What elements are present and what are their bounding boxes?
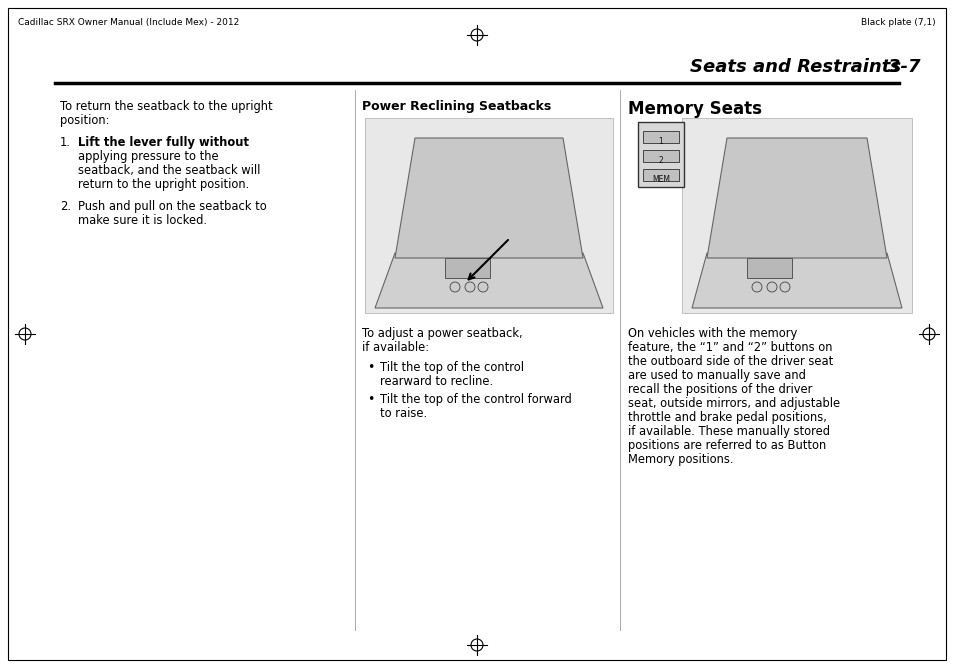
Bar [638, 122, 683, 187]
Text: 1.: 1. [60, 136, 71, 149]
Text: 2: 2 [658, 156, 662, 165]
Bar [444, 258, 490, 278]
Text: positions are referred to as Button: positions are referred to as Button [627, 439, 825, 452]
Text: rearward to recline.: rearward to recline. [379, 375, 493, 388]
Text: •: • [367, 361, 374, 374]
Text: seat, outside mirrors, and adjustable: seat, outside mirrors, and adjustable [627, 397, 840, 410]
Text: To adjust a power seatback,: To adjust a power seatback, [361, 327, 522, 340]
Text: Memory Seats: Memory Seats [627, 100, 761, 118]
Text: Seats and Restraints: Seats and Restraints [689, 58, 901, 76]
Text: applying pressure to the: applying pressure to the [78, 150, 218, 163]
Text: if available:: if available: [361, 341, 429, 354]
Text: recall the positions of the driver: recall the positions of the driver [627, 383, 812, 396]
Bar [365, 118, 613, 313]
Text: Tilt the top of the control forward: Tilt the top of the control forward [379, 393, 571, 406]
Text: MEM: MEM [651, 175, 669, 184]
Polygon shape [706, 138, 886, 258]
Bar [681, 118, 911, 313]
Circle shape [766, 282, 776, 292]
Text: throttle and brake pedal positions,: throttle and brake pedal positions, [627, 411, 826, 424]
Text: make sure it is locked.: make sure it is locked. [78, 214, 207, 227]
Text: Memory positions.: Memory positions. [627, 453, 733, 466]
Polygon shape [691, 253, 901, 308]
Circle shape [477, 282, 488, 292]
Text: are used to manually save and: are used to manually save and [627, 369, 805, 382]
Bar [642, 150, 679, 162]
Circle shape [450, 282, 459, 292]
Text: 1: 1 [658, 137, 662, 146]
Text: the outboard side of the driver seat: the outboard side of the driver seat [627, 355, 832, 368]
Text: to raise.: to raise. [379, 407, 427, 420]
Text: On vehicles with the memory: On vehicles with the memory [627, 327, 797, 340]
Text: •: • [367, 393, 374, 406]
Text: 2.: 2. [60, 200, 71, 213]
Text: 3-7: 3-7 [887, 58, 920, 76]
Text: return to the upright position.: return to the upright position. [78, 178, 249, 191]
Text: Lift the lever fully without: Lift the lever fully without [78, 136, 249, 149]
Bar [642, 169, 679, 181]
Polygon shape [395, 138, 582, 258]
Text: Tilt the top of the control: Tilt the top of the control [379, 361, 523, 374]
Circle shape [464, 282, 475, 292]
Text: Cadillac SRX Owner Manual (Include Mex) - 2012: Cadillac SRX Owner Manual (Include Mex) … [18, 18, 239, 27]
Polygon shape [375, 253, 602, 308]
Text: seatback, and the seatback will: seatback, and the seatback will [78, 164, 260, 177]
Bar [642, 131, 679, 143]
Text: Black plate (7,1): Black plate (7,1) [861, 18, 935, 27]
Bar [746, 258, 791, 278]
Text: Push and pull on the seatback to: Push and pull on the seatback to [78, 200, 267, 213]
Text: Power Reclining Seatbacks: Power Reclining Seatbacks [361, 100, 551, 113]
Text: if available. These manually stored: if available. These manually stored [627, 425, 829, 438]
Text: feature, the “1” and “2” buttons on: feature, the “1” and “2” buttons on [627, 341, 832, 354]
Text: To return the seatback to the upright: To return the seatback to the upright [60, 100, 273, 113]
Text: position:: position: [60, 114, 110, 127]
Circle shape [751, 282, 761, 292]
Circle shape [780, 282, 789, 292]
